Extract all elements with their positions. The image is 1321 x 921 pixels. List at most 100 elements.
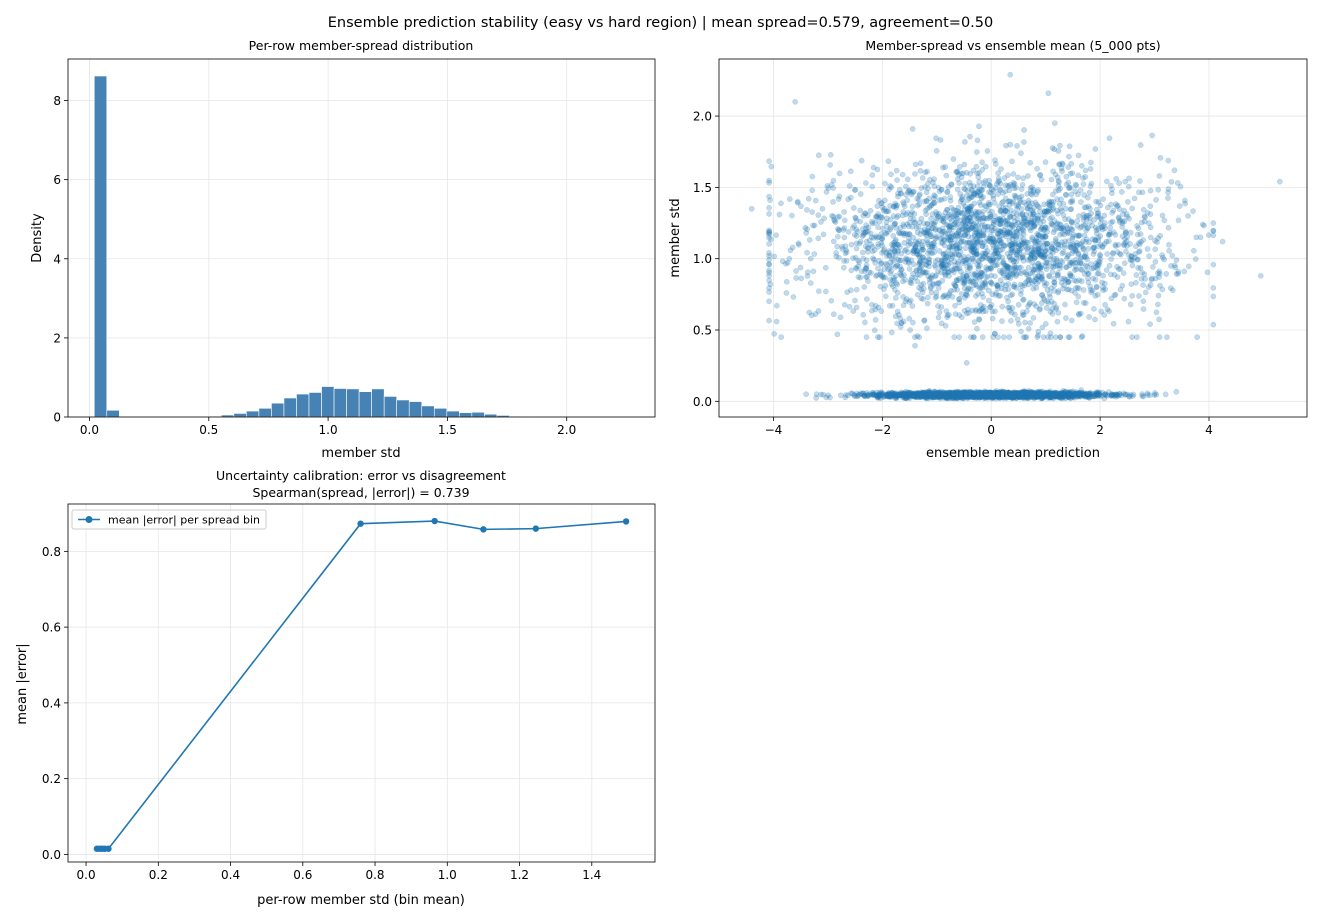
scatter-point — [1017, 391, 1023, 397]
scatter-point — [1053, 390, 1059, 397]
scatter-point — [946, 311, 952, 318]
scatter-point — [1108, 182, 1114, 189]
scatter-point — [1027, 159, 1033, 166]
scatter-point — [925, 391, 932, 397]
scatter-point — [819, 205, 826, 212]
scatter-point — [876, 392, 882, 398]
scatter-point — [1001, 393, 1007, 399]
scatter-point — [876, 218, 883, 225]
scatter-point — [889, 392, 895, 399]
scatter-point — [1027, 320, 1033, 326]
scatter-point — [932, 262, 938, 269]
scatter-point — [938, 240, 945, 246]
scatter-point — [1126, 175, 1132, 182]
scatter-point — [928, 391, 935, 398]
scatter-point — [987, 391, 994, 398]
scatter-point — [966, 393, 973, 400]
scatter-point — [998, 394, 1004, 400]
scatter-point — [815, 152, 822, 159]
scatter-point — [987, 392, 994, 398]
scatter-point — [1020, 392, 1026, 398]
scatter-point — [926, 392, 932, 399]
scatter-point — [1133, 272, 1140, 278]
scatter-point — [1172, 264, 1179, 271]
scatter-point — [1083, 262, 1089, 269]
scatter-point — [981, 388, 988, 395]
scatter-point — [984, 391, 991, 397]
scatter-point — [1004, 392, 1011, 399]
scatter-point — [916, 391, 923, 397]
scatter-point — [1005, 391, 1012, 397]
scatter-point — [1149, 132, 1155, 139]
scatter-point — [999, 392, 1006, 398]
scatter-point — [1043, 390, 1050, 397]
scatter-point — [1006, 389, 1012, 396]
scatter-point — [1028, 392, 1035, 398]
scatter-point — [1161, 217, 1168, 224]
scatter-point — [1104, 178, 1110, 185]
scatter-point — [1067, 392, 1073, 399]
histogram-bar — [358, 391, 372, 418]
scatter-point — [976, 316, 982, 322]
scatter-point — [962, 180, 968, 187]
scatter-point — [1072, 267, 1078, 273]
scatter-point — [944, 265, 951, 272]
scatter-point — [949, 391, 955, 398]
scatter-point — [971, 334, 977, 340]
scatter-point — [1021, 199, 1027, 206]
scatter-point — [1167, 285, 1174, 291]
scatter-point — [988, 393, 994, 399]
scatter-point — [875, 393, 882, 400]
scatter-grid — [719, 59, 1307, 417]
scatter-point — [990, 391, 996, 398]
scatter-point — [972, 391, 978, 398]
histogram-bar — [371, 388, 385, 418]
scatter-point — [841, 302, 848, 308]
scatter-point — [773, 232, 779, 238]
scatter-point — [857, 191, 864, 197]
scatter-point — [1093, 284, 1100, 291]
scatter-point — [1047, 390, 1054, 396]
scatter-point — [1102, 301, 1108, 308]
scatter-point — [835, 233, 841, 240]
scatter-point — [974, 392, 980, 398]
scatter-point — [1022, 392, 1028, 399]
scatter-point — [998, 394, 1004, 400]
scatter-point — [936, 248, 943, 254]
scatter-point — [1210, 321, 1217, 328]
scatter-point — [1032, 390, 1039, 396]
scatter-point — [1061, 389, 1068, 396]
scatter-point — [1063, 222, 1070, 229]
scatter-point — [973, 392, 980, 399]
scatter-point — [1062, 301, 1068, 308]
scatter-point — [898, 267, 904, 273]
scatter-point — [1026, 392, 1033, 399]
scatter-point — [1042, 392, 1049, 399]
scatter-point — [931, 221, 938, 227]
scatter-point — [1046, 273, 1053, 280]
scatter-point — [1048, 285, 1054, 292]
scatter-point — [966, 391, 972, 398]
scatter-point — [973, 393, 980, 399]
scatter-point — [806, 237, 813, 243]
scatter-point — [774, 302, 780, 309]
scatter-point — [991, 200, 998, 206]
scatter-point — [973, 393, 980, 399]
scatter-point — [952, 394, 959, 400]
scatter-point — [938, 304, 945, 310]
scatter-point — [1054, 391, 1061, 398]
histogram-bar — [321, 386, 335, 418]
scatter-point — [1068, 206, 1075, 212]
scatter-point — [898, 389, 904, 396]
scatter-point — [1106, 135, 1113, 142]
scatter-point — [1004, 394, 1011, 401]
scatter-point — [1106, 238, 1112, 244]
x-tick-label: 0.5 — [199, 423, 218, 437]
scatter-point — [853, 240, 860, 247]
scatter-point — [1053, 247, 1059, 254]
scatter-point — [1050, 168, 1056, 175]
scatter-point — [1031, 394, 1038, 400]
scatter-point — [975, 393, 982, 399]
scatter-point — [980, 232, 987, 239]
scatter-point — [869, 307, 875, 314]
